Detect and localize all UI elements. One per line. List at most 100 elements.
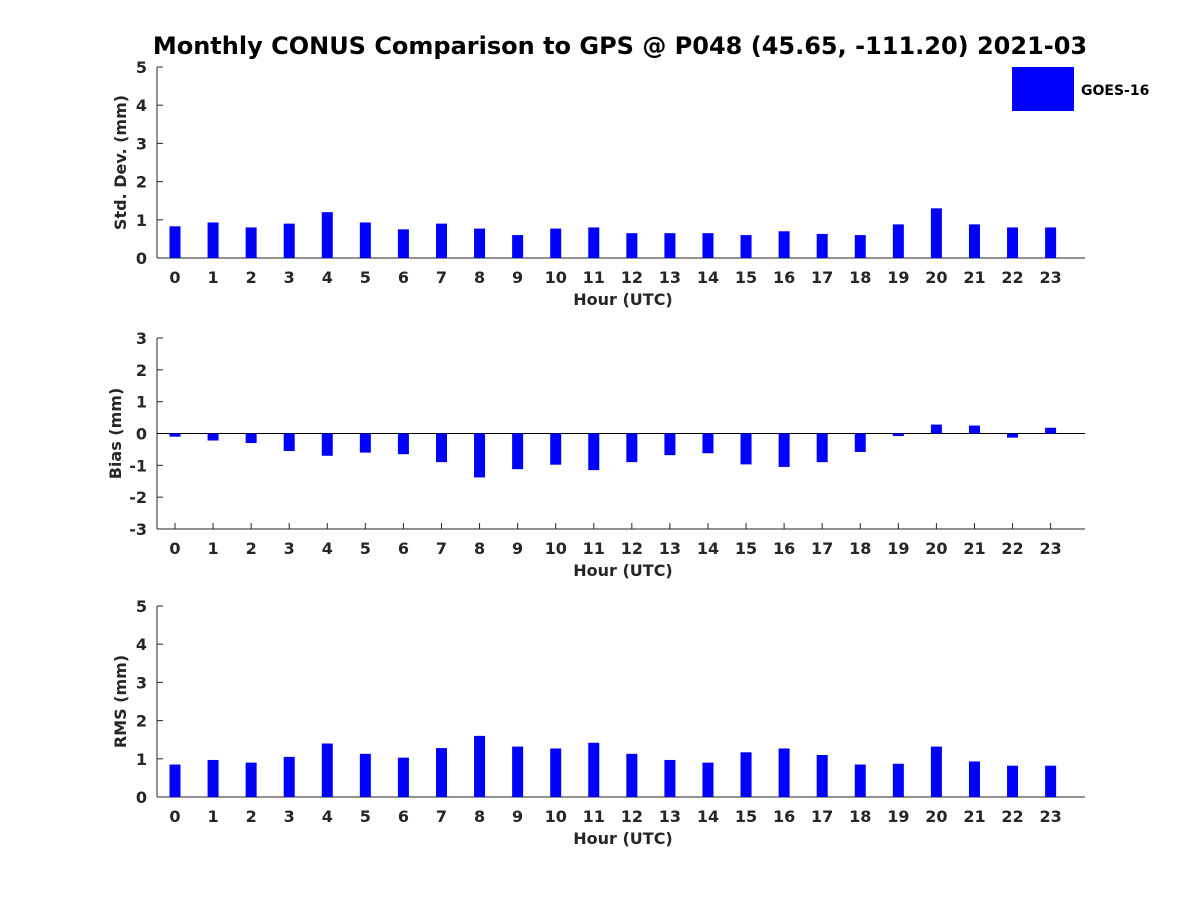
bar-hour-6: [397, 757, 409, 797]
bar-hour-7: [435, 433, 447, 463]
x-tick-label: 8: [474, 268, 485, 287]
bar-hour-20: [930, 746, 942, 797]
x-tick-label: 5: [360, 807, 371, 826]
x-tick-label: 17: [811, 807, 833, 826]
bar-hour-9: [512, 433, 524, 470]
bar-hour-11: [588, 742, 600, 797]
x-tick-label: 14: [697, 268, 719, 287]
bar-hour-14: [702, 762, 714, 797]
x-tick-label: 15: [735, 539, 757, 558]
x-tick-label: 20: [925, 268, 947, 287]
x-tick-label: 9: [512, 539, 523, 558]
x-tick-label: 12: [621, 268, 643, 287]
bar-hour-2: [245, 762, 257, 797]
bar-hour-5: [359, 433, 371, 453]
y-tick-label: 1: [136, 750, 147, 769]
x-axis-label: Hour (UTC): [573, 829, 673, 848]
y-tick-label: 0: [136, 249, 147, 268]
bar-hour-10: [550, 433, 562, 465]
bar-hour-20: [930, 424, 942, 434]
x-axis-label: Hour (UTC): [573, 561, 673, 580]
x-tick-label: 1: [207, 539, 218, 558]
x-tick-label: 8: [474, 807, 485, 826]
bar-hour-0: [169, 226, 181, 258]
bar-hour-15: [740, 752, 752, 797]
bar-hour-19: [892, 763, 904, 797]
x-tick-label: 8: [474, 539, 485, 558]
bar-hour-11: [588, 227, 600, 258]
x-tick-label: 15: [735, 807, 757, 826]
x-tick-label: 21: [963, 807, 985, 826]
x-tick-label: 7: [436, 268, 447, 287]
x-tick-label: 10: [545, 268, 567, 287]
x-tick-label: 18: [849, 807, 871, 826]
y-tick-label: 2: [136, 712, 147, 731]
bar-hour-18: [854, 235, 866, 258]
bar-hour-4: [321, 743, 333, 797]
x-tick-label: 3: [284, 539, 295, 558]
bar-hour-18: [854, 764, 866, 797]
bar-hour-10: [550, 228, 562, 258]
y-tick-label: 5: [136, 58, 147, 77]
bar-hour-1: [207, 433, 219, 441]
x-tick-label: 16: [773, 539, 795, 558]
bar-hour-10: [550, 748, 562, 797]
x-tick-label: 3: [284, 268, 295, 287]
bar-hour-22: [1007, 765, 1019, 797]
bar-hour-6: [397, 433, 409, 455]
y-tick-label: 3: [136, 673, 147, 692]
bar-hour-5: [359, 753, 371, 797]
x-tick-label: 0: [169, 807, 180, 826]
x-tick-label: 9: [512, 268, 523, 287]
y-axis-label: Bias (mm): [106, 388, 125, 480]
bar-hour-3: [283, 223, 295, 258]
bar-hour-12: [626, 233, 638, 258]
x-tick-label: 1: [207, 268, 218, 287]
x-tick-label: 12: [621, 807, 643, 826]
x-tick-label: 2: [246, 807, 257, 826]
y-tick-label: 1: [136, 393, 147, 412]
x-tick-label: 14: [697, 807, 719, 826]
bar-hour-18: [854, 433, 866, 452]
y-tick-label: 4: [136, 635, 147, 654]
x-tick-label: 19: [887, 807, 909, 826]
y-tick-label: 3: [136, 329, 147, 348]
x-tick-label: 1: [207, 807, 218, 826]
x-tick-label: 9: [512, 807, 523, 826]
x-tick-label: 11: [583, 807, 605, 826]
x-tick-label: 17: [811, 268, 833, 287]
bar-hour-12: [626, 433, 638, 463]
x-tick-label: 17: [811, 539, 833, 558]
y-tick-label: 0: [136, 425, 147, 444]
x-tick-label: 19: [887, 539, 909, 558]
bar-hour-0: [169, 764, 181, 797]
bar-hour-23: [1045, 765, 1057, 797]
bar-hour-16: [778, 433, 790, 467]
bar-hour-15: [740, 433, 752, 465]
bar-hour-23: [1045, 427, 1057, 434]
x-tick-label: 5: [360, 268, 371, 287]
bar-hour-21: [968, 425, 980, 434]
x-tick-label: 16: [773, 268, 795, 287]
x-tick-label: 6: [398, 539, 409, 558]
bar-hour-8: [474, 228, 486, 258]
bar-hour-6: [397, 229, 409, 258]
bar-hour-19: [892, 224, 904, 258]
x-tick-label: 2: [246, 268, 257, 287]
x-tick-label: 4: [322, 268, 333, 287]
bar-hour-1: [207, 759, 219, 797]
x-tick-label: 10: [545, 539, 567, 558]
bar-hour-14: [702, 233, 714, 258]
bar-hour-15: [740, 235, 752, 258]
x-tick-label: 12: [621, 539, 643, 558]
bar-hour-4: [321, 433, 333, 456]
x-tick-label: 4: [322, 807, 333, 826]
x-tick-label: 11: [583, 268, 605, 287]
y-tick-label: 0: [136, 788, 147, 807]
bar-hour-21: [968, 761, 980, 797]
x-tick-label: 21: [963, 268, 985, 287]
legend-label: GOES-16: [1081, 83, 1149, 99]
